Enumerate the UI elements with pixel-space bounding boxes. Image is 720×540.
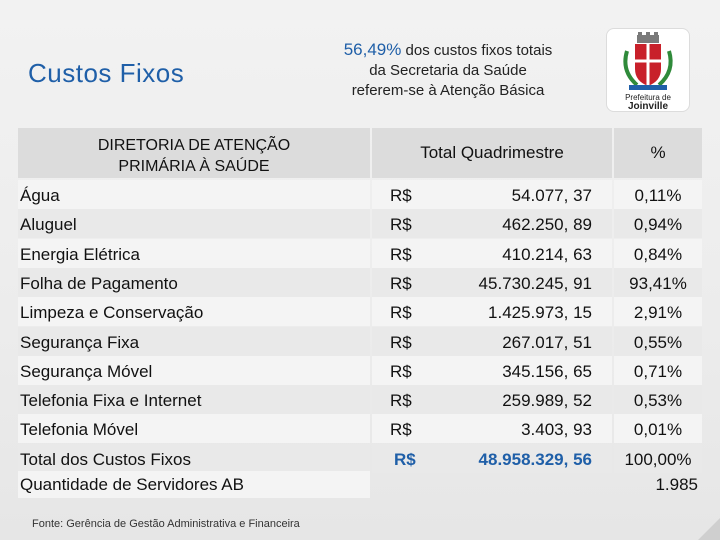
row-currency: R$: [390, 391, 412, 411]
header-directorate-line1: DIRETORIA DE ATENÇÃO: [97, 137, 291, 154]
row-amount: 410.214, 63: [502, 244, 592, 264]
logo-text-joinville: Joinville: [627, 101, 668, 112]
row-label: Folha de Pagamento: [18, 267, 370, 297]
table-row: Telefonia Fixa e Internet R$ 259.989, 52 0,…: [18, 385, 702, 415]
page-title: Custos Fixos: [28, 58, 185, 88]
row-amount-cell: R$ 3.403, 93: [372, 414, 612, 444]
row-currency: R$: [390, 186, 412, 205]
summary-line1: dos custos fixos totais: [401, 42, 553, 59]
row-percent: 93,41%: [614, 267, 702, 297]
row-amount-cell: R$ 45.730.245, 91: [372, 267, 612, 297]
row-percent: 100,00%: [614, 443, 702, 473]
row-currency: R$: [390, 273, 412, 293]
row-amount: 267.017, 51: [502, 332, 592, 352]
row-amount-cell: R$ 54.077, 37: [372, 180, 612, 209]
joinville-logo: Prefeitura de Joinville: [606, 28, 690, 112]
servers-value: 1.985: [655, 475, 698, 494]
row-amount-cell: R$ 410.214, 63: [372, 238, 612, 268]
row-label: Limpeza e Conservação: [18, 297, 370, 327]
row-amount-cell: R$ 1.425.973, 15: [372, 297, 612, 327]
row-amount-cell: R$ 259.989, 52: [372, 385, 612, 415]
table-row: Telefonia Móvel R$ 3.403, 93 0,01%: [18, 414, 702, 444]
row-amount-cell: R$ 267.017, 51: [372, 326, 612, 356]
row-amount: 259.989, 52: [502, 391, 592, 411]
row-label: Água: [18, 180, 370, 209]
row-amount: 48.958.329, 56: [478, 449, 592, 469]
servers-row: Quantidade de Servidores AB 1.985: [18, 471, 702, 498]
table-row: Segurança Fixa R$ 267.017, 51 0,55%: [18, 326, 702, 356]
row-percent: 0,53%: [614, 385, 702, 415]
servers-label: Quantidade de Servidores AB: [18, 471, 370, 498]
table-row: Aluguel R$ 462.250, 89 0,94%: [18, 209, 702, 239]
row-percent: 0,84%: [614, 238, 702, 268]
summary-line3: referem-se à Atenção Básica: [351, 82, 545, 99]
total-row: Total dos Custos Fixos R$ 48.958.329, 56 10…: [18, 443, 702, 473]
row-currency: R$: [394, 449, 416, 469]
header-directorate-line2: PRIMÁRIA À SAÚDE: [118, 158, 270, 175]
row-currency: R$: [390, 303, 412, 323]
coat-of-arms-icon: [623, 32, 673, 90]
row-amount: 345.156, 65: [502, 361, 592, 381]
row-amount: 54.077, 37: [511, 186, 592, 205]
row-percent: 0,71%: [614, 355, 702, 385]
row-amount-cell: R$ 48.958.329, 56: [372, 443, 612, 473]
row-label: Total dos Custos Fixos: [18, 443, 370, 473]
row-percent: 0,01%: [614, 414, 702, 444]
row-amount: 45.730.245, 91: [478, 273, 592, 293]
row-percent: 2,91%: [614, 297, 702, 327]
row-amount: 1.425.973, 15: [488, 303, 592, 323]
row-amount-cell: R$ 462.250, 89: [372, 209, 612, 239]
table-row: Energia Elétrica R$ 410.214, 63 0,84%: [18, 238, 702, 268]
row-currency: R$: [390, 244, 412, 264]
row-amount-cell: R$ 345.156, 65: [372, 355, 612, 385]
table-row: Água R$ 54.077, 37 0,11%: [18, 180, 702, 209]
row-percent: 0,11%: [614, 180, 702, 209]
summary-percent: 56,49%: [343, 40, 402, 59]
table-row: Folha de Pagamento R$ 45.730.245, 91 93,41%: [18, 267, 702, 297]
page-curl-decoration: [698, 518, 720, 540]
header-total: Total Quadrimestre: [372, 128, 612, 178]
row-percent: 0,94%: [614, 209, 702, 239]
row-label: Telefonia Fixa e Internet: [18, 385, 370, 415]
logo-text-prefeitura: Prefeitura de: [625, 93, 671, 102]
table-row: Segurança Móvel R$ 345.156, 65 0,71%: [18, 355, 702, 385]
header-percent: %: [614, 128, 702, 178]
row-percent: 0,55%: [614, 326, 702, 356]
row-label: Telefonia Móvel: [18, 414, 370, 444]
row-label: Segurança Móvel: [18, 355, 370, 385]
summary-line2: da Secretaria da Saúde: [369, 62, 527, 79]
header-directorate: DIRETORIA DE ATENÇÃO PRIMÁRIA À SAÚDE: [18, 128, 370, 178]
summary-note: 56,49% dos custos fixos totais da Secret…: [318, 40, 578, 101]
row-amount: 3.403, 93: [521, 420, 592, 440]
row-label: Energia Elétrica: [18, 238, 370, 268]
row-currency: R$: [390, 332, 412, 352]
source-note: Fonte: Gerência de Gestão Administrativa…: [32, 518, 300, 530]
row-label: Segurança Fixa: [18, 326, 370, 356]
table-row: Limpeza e Conservação R$ 1.425.973, 15 2,91…: [18, 297, 702, 327]
row-currency: R$: [390, 361, 412, 381]
row-label: Aluguel: [18, 209, 370, 239]
row-amount: 462.250, 89: [502, 215, 592, 235]
row-currency: R$: [390, 420, 412, 440]
row-currency: R$: [390, 215, 412, 235]
